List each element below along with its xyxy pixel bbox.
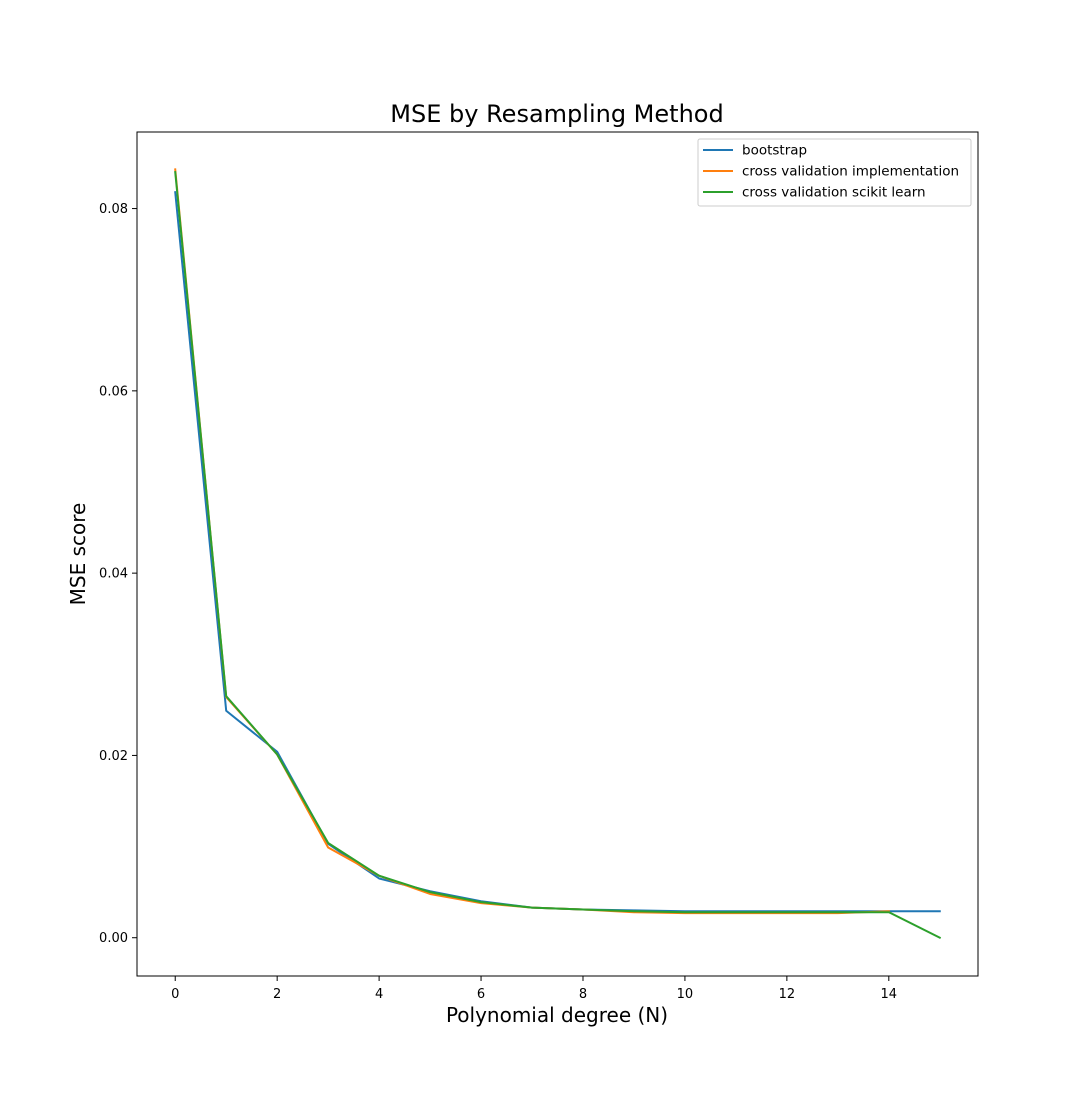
x-tick-label: 2 xyxy=(273,987,281,1002)
x-tick-label: 10 xyxy=(677,987,694,1002)
plot-frame xyxy=(136,131,979,977)
series-line-3 xyxy=(174,171,942,940)
series-line-2 xyxy=(174,168,890,915)
plot-area xyxy=(174,168,942,940)
y-axis-title: MSE score xyxy=(66,503,90,606)
legend-box xyxy=(697,138,972,207)
chart-title: MSE by Resampling Method xyxy=(390,100,723,128)
x-tick-label: 12 xyxy=(779,987,796,1002)
y-axis: 0.00 0.02 0.04 0.06 0.08 xyxy=(99,202,137,946)
x-axis: 0 2 4 6 8 10 12 14 xyxy=(171,976,897,1002)
legend-label: cross validation implementation xyxy=(742,164,959,180)
legend-label: bootstrap xyxy=(742,143,807,159)
legend: bootstrap cross validation implementation… xyxy=(697,138,972,207)
x-tick-label: 8 xyxy=(579,987,587,1002)
y-tick-label: 0.00 xyxy=(99,931,128,946)
x-tick-label: 4 xyxy=(375,987,383,1002)
x-tick-label: 6 xyxy=(477,987,485,1002)
y-tick-label: 0.08 xyxy=(99,202,128,217)
y-tick-label: 0.06 xyxy=(99,384,128,399)
y-tick-label: 0.02 xyxy=(99,749,128,764)
series-line-1 xyxy=(174,191,941,913)
legend-label: cross validation scikit learn xyxy=(742,185,926,201)
x-axis-title: Polynomial degree (N) xyxy=(446,1003,668,1027)
y-tick-label: 0.04 xyxy=(99,567,128,582)
x-tick-label: 0 xyxy=(171,987,179,1002)
x-tick-label: 14 xyxy=(881,987,898,1002)
